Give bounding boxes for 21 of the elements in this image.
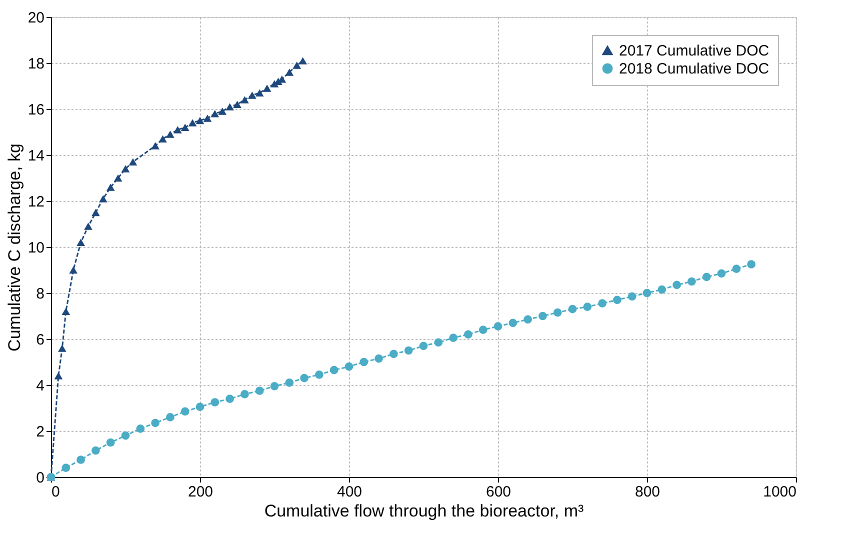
x-tick-label: 1000 (763, 484, 796, 500)
x-tick-label: 800 (634, 484, 660, 500)
x-tick-label: 400 (336, 484, 362, 500)
y-tick-label: 14 (28, 148, 44, 164)
y-tick-label: 6 (36, 332, 44, 348)
y-axis-title: Cumulative C discharge, kg (4, 144, 24, 352)
legend-label: 2017 Cumulative DOC (619, 42, 770, 60)
y-tick-label: 12 (28, 194, 44, 210)
legend-label: 2018 Cumulative DOC (619, 60, 770, 78)
x-axis-title: Cumulative flow through the bioreactor, m³ (264, 502, 584, 520)
y-tick-label: 4 (36, 378, 44, 394)
y-tick-label: 10 (28, 240, 44, 256)
y-tick-label: 8 (36, 286, 44, 302)
y-tick-label: 20 (28, 10, 44, 26)
x-tick-label: 600 (486, 484, 512, 500)
y-tick-label: 0 (36, 470, 44, 486)
x-tick-label: 0 (52, 484, 60, 500)
y-tick-label: 2 (36, 424, 44, 440)
y-tick-label: 16 (28, 102, 44, 118)
y-tick-label: 18 (28, 56, 44, 72)
x-tick-label: 200 (188, 484, 214, 500)
